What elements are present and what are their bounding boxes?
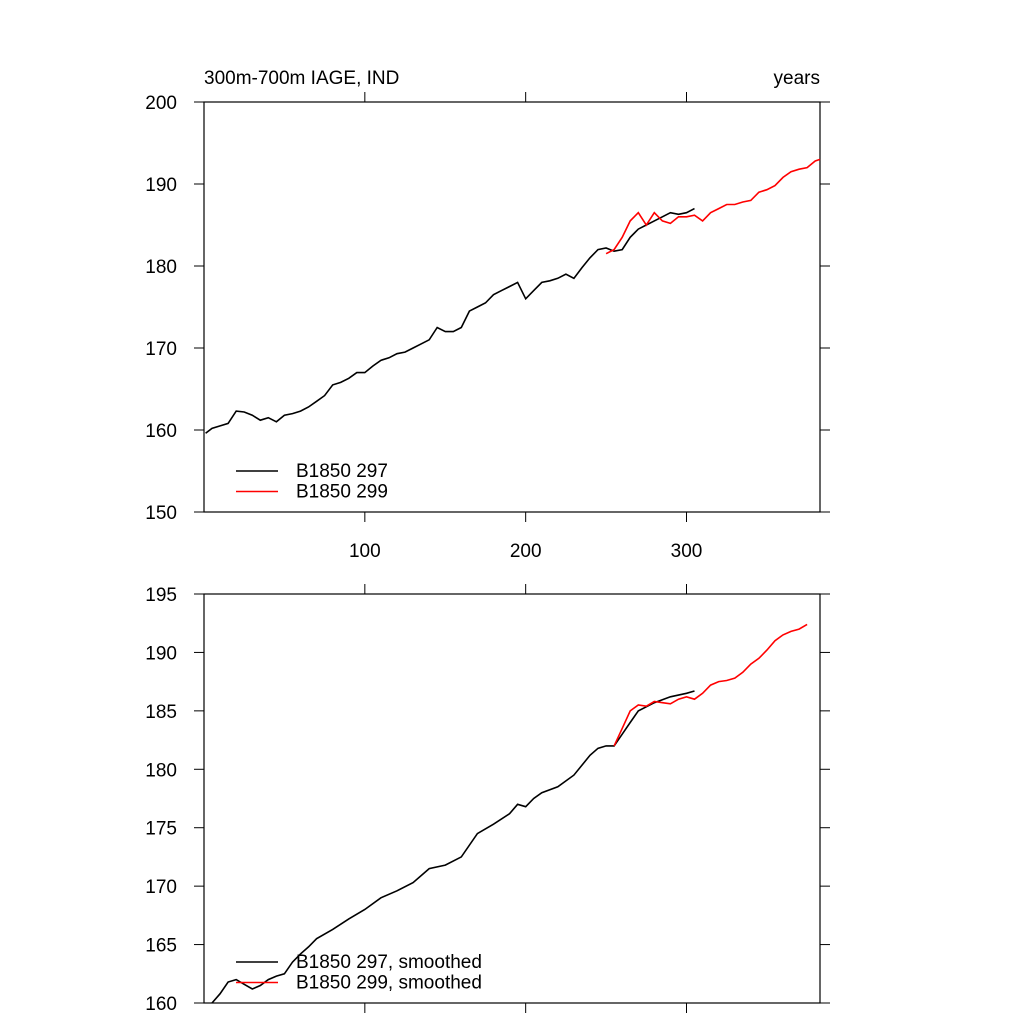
y-tick-label: 160 [145,994,177,1015]
x-tick-label: 100 [349,541,381,562]
y-tick-label: 190 [145,175,177,196]
data-line [605,158,821,255]
y-tick-label: 170 [145,877,177,898]
y-tick-label: 195 [145,585,177,606]
data-line [613,623,808,747]
y-tick-label: 175 [145,819,177,840]
y-tick-label: 165 [145,936,177,957]
chart-title: 300m-700m IAGE, IND [204,68,399,89]
plot-frame [203,101,821,513]
y-tick-label: 200 [145,93,177,114]
y-tick-label: 180 [145,760,177,781]
y-tick-label: 180 [145,257,177,278]
data-line [205,207,695,434]
plot-frame [203,593,821,1004]
legend-label: B1850 297, smoothed [296,952,482,973]
y-tick-label: 170 [145,339,177,360]
x-tick-label: 200 [510,541,542,562]
y-tick-label: 150 [145,503,177,524]
y-tick-label: 190 [145,643,177,664]
chart-subtitle: years [774,68,820,89]
y-tick-label: 185 [145,702,177,723]
x-tick-label: 300 [671,541,703,562]
legend-label: B1850 299 [296,482,388,503]
legend-label: B1850 297 [296,461,388,482]
y-tick-label: 160 [145,421,177,442]
legend-label: B1850 299, smoothed [296,973,482,994]
